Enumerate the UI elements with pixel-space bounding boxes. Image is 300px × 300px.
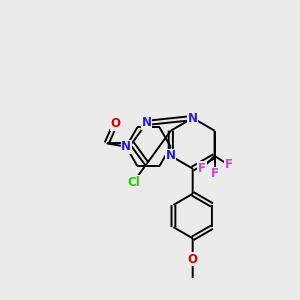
Text: N: N	[121, 140, 131, 153]
Text: N: N	[166, 149, 176, 162]
Text: F: F	[224, 158, 232, 171]
Text: N: N	[142, 116, 152, 129]
Text: F: F	[198, 162, 206, 175]
Text: O: O	[110, 117, 120, 130]
Text: N: N	[188, 112, 198, 124]
Text: F: F	[211, 167, 219, 180]
Text: O: O	[188, 253, 198, 266]
Text: Cl: Cl	[127, 176, 140, 189]
